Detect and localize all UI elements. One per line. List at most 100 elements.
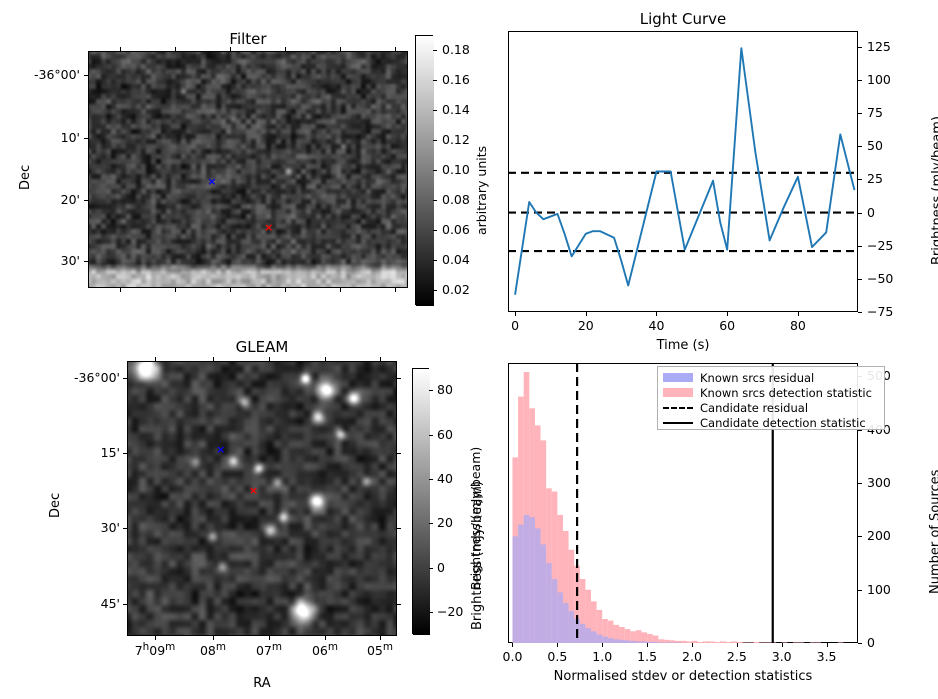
filter-colorbar-tickmark [433,80,437,81]
filter-x-tickmark-top [340,47,341,51]
histogram-bar [591,601,597,643]
gleam-dec-tickmark [123,453,127,454]
gleam-colorbar-tickmark [429,567,433,569]
histogram-y2label: Number of Sources [928,469,938,594]
gleam-image [127,361,397,636]
histogram-x-tick: 1.5 [637,649,658,664]
filter-x-tickmark-bottom [340,288,341,292]
light-curve-xlabel: Time (s) [656,338,710,353]
histogram-bar [534,528,541,643]
histogram-bar [781,642,788,643]
histogram-bar [579,623,586,643]
histogram-x-tick: 0.0 [502,649,523,664]
gleam-dec-tick: 45' [100,596,120,611]
histogram-bar [714,641,721,643]
light-curve-x-tick: 60 [719,318,736,333]
filter-x-tickmark-top [230,47,231,51]
gleam-colorbar-tickmark [429,478,433,480]
filter-colorbar-tick: 0.10 [442,162,470,177]
histogram-x-tickmark [826,643,828,647]
histogram-bar [753,641,760,643]
histogram-bar [512,536,519,643]
histogram-bar [568,611,575,643]
filter-x-tickmark-bottom [230,288,231,292]
legend-solid-line [663,422,693,425]
histogram-y-tickmark [858,643,862,644]
gleam-dec-tickmark-right [397,453,401,454]
filter-x-tickmark-bottom [120,288,121,292]
gleam-ra-tickmark-top [155,357,156,361]
gleam-dec-tickmark-right [397,378,401,379]
histogram-bar [748,642,754,643]
light-curve-x-tickmark [585,312,587,316]
light-curve-y-tickmark [858,312,862,313]
histogram-bar [641,641,648,643]
histogram-bar [720,641,726,643]
histogram-bar [546,563,552,643]
light-curve-x-tick: 0 [511,318,520,333]
histogram-legend [657,366,885,430]
gleam-ra-tickmark-top [380,357,381,361]
filter-x-tickmark-top [395,47,396,51]
histogram-bar [602,636,608,643]
filter-colorbar-tickmark [433,200,437,201]
light-curve-title: Light Curve [639,10,727,28]
filter-x-tickmark-bottom [285,288,286,292]
histogram-bar [596,634,603,643]
gleam-xlabel: RA [253,676,271,691]
filter-x-tickmark-top [120,47,121,51]
legend-label: Candidate detection statistic [700,416,866,430]
filter-colorbar-tick: 0.14 [442,102,470,117]
histogram-bar [809,642,816,643]
gleam-ra-tickmark [213,636,214,640]
gleam-colorbar-tick: 0 [437,559,445,575]
gleam-ylabel: Dec [48,492,63,518]
filter-dec-tickmark [84,75,88,76]
gleam-dec-tickmark-right [397,528,401,529]
histogram-x-tick: 3.5 [816,649,837,664]
light-curve-y-tickmark [858,46,862,48]
histogram-bar [585,589,592,643]
histogram-bar [658,642,664,643]
light-curve-y-tickmark [858,278,862,280]
filter-red-cross: × [264,220,274,234]
legend-label: Known srcs residual [700,371,815,385]
light-curve-y-tick: 125 [867,38,891,54]
histogram-plot [512,363,844,643]
light-curve-y-tickmark [858,245,862,247]
filter-colorbar [415,35,434,306]
filter-blue-cross: × [207,174,217,188]
legend-label: Known srcs detection statistic [700,386,872,400]
gleam-colorbar-tick: 40 [437,470,453,486]
histogram-bar [703,641,709,643]
histogram-bar [607,620,614,643]
filter-colorbar-tickmark [433,110,437,111]
histogram-bar [759,642,765,643]
histogram-x-tickmark [602,643,604,647]
histogram-y-tick: 0 [867,635,875,650]
histogram-bar [675,640,681,643]
gleam-red-cross: × [248,483,259,497]
histogram-bar [630,640,636,643]
histogram-bar [557,515,563,643]
histogram-bar [635,630,642,643]
filter-dec-tick: 30' [60,253,80,268]
histogram-bar [540,440,547,643]
histogram-y-tickmark [858,589,862,591]
histogram-bar [708,641,715,643]
filter-ylabel: Dec [18,164,33,190]
light-curve-x-tick: 20 [577,318,594,333]
histogram-bar [669,640,676,643]
light-curve-line [514,47,856,295]
light-curve-y-tick: −50 [867,270,894,286]
light-curve-y-tick: 100 [867,72,891,88]
histogram-bar [798,642,805,643]
light-curve-y-tick: 75 [867,105,883,121]
histogram-bar [613,639,620,643]
histogram-bar [686,641,692,643]
filter-title: Filter [229,30,267,48]
histogram-bar [663,639,670,643]
histogram-bar [619,639,625,643]
gleam-dec-tickmark [123,604,127,605]
histogram-x-tickmark [781,643,783,647]
